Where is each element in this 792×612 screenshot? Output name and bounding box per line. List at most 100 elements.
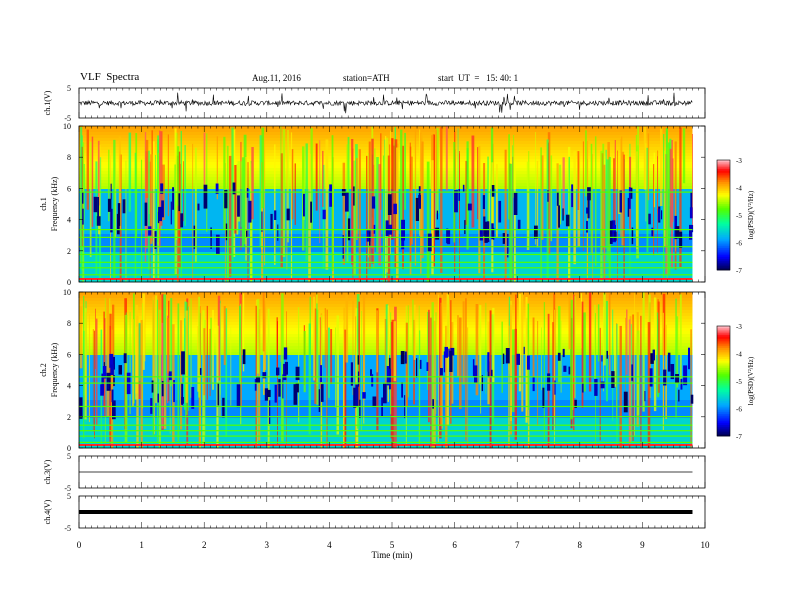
xtick-label: 6 [452, 540, 457, 550]
ch1_spectrogram-colorbar-cell [717, 211, 730, 214]
ch2_spectrogram-streak [653, 297, 657, 412]
ch1_spectrogram-colorbar-cell [717, 255, 730, 258]
ch1_spectrogram-gap [93, 196, 98, 213]
ch1_spectrogram-gap [690, 191, 693, 208]
station-label: station=ATH [343, 73, 390, 83]
ch2_spectrogram-colorbar-cell [717, 399, 730, 402]
ch1_spectrogram-streak [602, 143, 605, 248]
ch2_spectrogram-streak [518, 293, 521, 392]
ch1_spectrogram-streak [679, 127, 682, 267]
ch2_spectrogram-colorbar-cell [717, 397, 730, 400]
ch2_spectrogram-colorbar-cell [717, 364, 730, 367]
ch2_spectrogram-tx-line [79, 405, 693, 408]
ch1_spectrogram-gap [274, 210, 277, 220]
ch2_spectrogram-streak [280, 294, 282, 363]
ch2_spectrogram-ylabel-channel: ch.2 [39, 363, 48, 377]
ch1_spectrogram-ytick-label: 0 [67, 278, 71, 287]
ch2_spectrogram-heatmap [79, 292, 694, 449]
ch1_spectrogram-gap [225, 223, 228, 241]
ch2_spectrogram-streak [316, 303, 318, 379]
ch1_spectrogram-streak [245, 157, 247, 261]
ch2_spectrogram-streak [508, 325, 510, 448]
ch1_spectrogram-colorbar-tick: -6 [736, 240, 742, 248]
ch2_spectrogram-streak [552, 322, 554, 431]
ch2_spectrogram-streak [625, 317, 626, 405]
ch2_spectrogram-gap [388, 368, 391, 390]
ch1_spectrogram-colorbar-cell [717, 180, 730, 183]
ch1_spectrogram-gap [648, 213, 651, 225]
ch2_spectrogram-gap [123, 353, 127, 364]
ch2_spectrogram-streak [679, 294, 682, 385]
ch1_spectrogram-colorbar-tick: -3 [736, 157, 742, 165]
ch2_spectrogram-gap [650, 353, 654, 364]
ch2_spectrogram-gap [370, 369, 372, 376]
ch2_spectrogram-gap [264, 388, 269, 401]
ch2_spectrogram-gap [523, 346, 525, 355]
ch1_spectrogram-streak [184, 145, 186, 226]
ch1_spectrogram-streak [325, 139, 329, 270]
ch1_spectrogram-streak [358, 149, 361, 282]
ch1_spectrogram-streak [646, 147, 649, 253]
ch1_spectrogram-gap [436, 210, 438, 220]
ch1_spectrogram-gap [197, 203, 200, 211]
ch2_spectrogram-tx-line [79, 441, 693, 443]
ch2_spectrogram-gap [274, 384, 277, 403]
ch1_spectrogram-streak [623, 154, 625, 282]
ch2_spectrogram-gap [254, 379, 257, 391]
ch1_spectrogram-gap [180, 213, 184, 228]
ch1_spectrogram-streak [145, 151, 148, 249]
ch1_spectrogram-streak [536, 161, 539, 248]
ch2_spectrogram-streak [206, 305, 208, 400]
ch2_spectrogram-streak [573, 296, 576, 398]
ch1_spectrogram-streak [152, 141, 155, 281]
ch2_spectrogram-tx-line [79, 430, 693, 432]
ch2_spectrogram-gap [168, 371, 172, 381]
ch1_spectrogram-colorbar-cell [717, 189, 730, 192]
ch2_spectrogram-band [79, 298, 693, 302]
ch2_spectrogram-streak [459, 317, 462, 410]
ch1_spectrogram-streak [669, 148, 672, 228]
ch2_spectrogram-colorbar-cell [717, 357, 730, 360]
ch2_spectrogram-gap [663, 369, 667, 386]
ch2_spectrogram-streak [230, 326, 232, 406]
ch2_spectrogram-streak [170, 298, 173, 387]
ch1_spectrogram-streak [546, 139, 549, 282]
ch1_spectrogram-streak [621, 136, 623, 212]
ch2_spectrogram-streak [492, 307, 495, 382]
ch1_spectrogram-streak [620, 138, 622, 237]
ch2_spectrogram-gap [276, 367, 280, 376]
ch1_spectrogram-colorbar-label: log(PSD)(V²/Hz) [747, 190, 755, 239]
ch1_spectrogram-streak [178, 163, 181, 268]
ch2_spectrogram-streak [573, 294, 575, 432]
ch1_spectrogram-streak [404, 132, 406, 210]
ch1_spectrogram-colorbar-cell [717, 231, 730, 234]
ch2_spectrogram-streak [512, 329, 515, 413]
ch2_spectrogram-streak [599, 327, 601, 441]
ch1_spectrogram-gap [277, 224, 279, 241]
ch1_spectrogram-streak [675, 135, 676, 252]
ch2_spectrogram-colorbar-cell [717, 337, 730, 340]
ch2_spectrogram-gap [400, 351, 405, 365]
ch1_spectrogram-gap [534, 225, 538, 239]
ch2_spectrogram-colorbar-cell [717, 430, 730, 433]
ch1_spectrogram-streak [356, 158, 358, 240]
ch1_spectrogram-streak [287, 130, 289, 243]
ch1_spectrogram-streak [247, 162, 249, 282]
ch1_spectrogram-colorbar-tick: -7 [736, 267, 742, 275]
x-axis-label: Time (min) [372, 550, 413, 560]
ch2_spectrogram-streak [156, 299, 158, 443]
ch2_spectrogram-colorbar-cell [717, 360, 730, 364]
ch1_spectrogram-colorbar-cell [717, 169, 730, 172]
date-label: Aug.11, 2016 [252, 73, 301, 83]
ch1_spectrogram-gap [322, 209, 326, 220]
ch1_spectrogram-streak [585, 130, 587, 197]
ch1_spectrogram-streak [692, 134, 693, 232]
ch1_spectrogram-gap [237, 195, 240, 217]
ch1_spectrogram-gap [203, 184, 208, 209]
ch2_spectrogram-gap [557, 352, 561, 361]
ch1_spectrogram-streak [310, 128, 313, 231]
ch1_spectrogram-streak [558, 164, 562, 225]
ch2_spectrogram-gap [191, 387, 195, 409]
ch2_spectrogram-streak [308, 323, 311, 435]
ch1_spectrogram-ytick-label: 2 [67, 247, 71, 256]
